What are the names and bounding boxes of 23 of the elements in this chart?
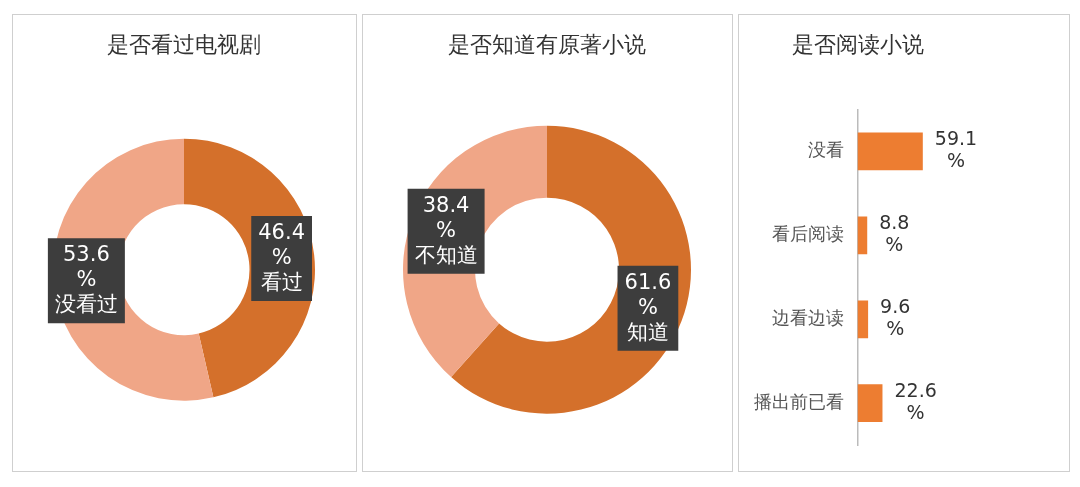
bar: [857, 300, 869, 339]
data-label: 9.6%: [880, 295, 911, 340]
data-label: 53.6%: [62, 242, 110, 292]
data-label: 38.4%: [422, 192, 470, 242]
bar: [857, 384, 883, 423]
data-label: 8.8%: [879, 211, 910, 256]
y-tick-label: 边看边读: [771, 306, 844, 328]
slice-label: 不知道: [414, 242, 478, 267]
bar: [857, 216, 868, 255]
chart-title: 是否知道有原著小说: [448, 31, 646, 57]
data-label: 61.6%: [624, 269, 672, 319]
slice-label: 看过: [260, 270, 303, 295]
slice-label: 没看过: [54, 292, 118, 317]
chart-title: 是否阅读小说: [791, 31, 924, 57]
y-tick-label: 播出前已看: [753, 390, 844, 412]
data-label: 46.4%: [258, 220, 306, 270]
data-label: 22.6%: [894, 379, 937, 424]
y-tick-label: 没看: [807, 139, 844, 161]
slice-label: 知道: [626, 319, 669, 344]
bar: [857, 132, 923, 171]
y-tick-label: 看后阅读: [771, 223, 844, 244]
chart-title: 是否看过电视剧: [107, 31, 261, 57]
data-label: 59.1%: [934, 127, 978, 172]
